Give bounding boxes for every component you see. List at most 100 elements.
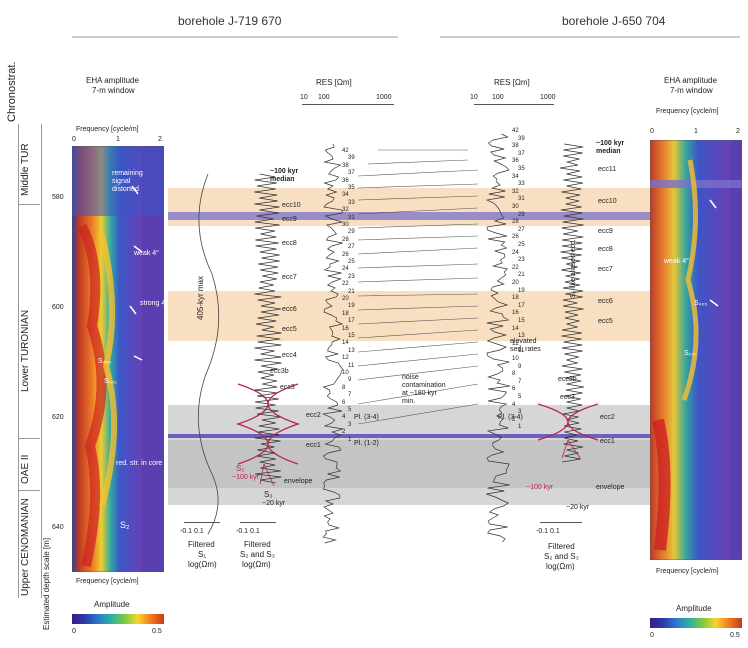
eha-left-freq-top: Frequency [cycle/m]	[76, 126, 139, 133]
depth-tick-580: 580	[52, 194, 64, 201]
cycle-number: 35	[518, 166, 525, 172]
purple-band-bottom	[168, 434, 650, 438]
amplitude-left-label: Amplitude	[94, 600, 130, 609]
chronostrat-divider	[18, 438, 40, 439]
res-right-title: RES [Ωm]	[494, 78, 530, 87]
eha-left-note-s405: S₄₀₅	[98, 358, 112, 365]
cycle-number: 6	[342, 399, 346, 406]
label-right-ecc2: ecc2	[600, 414, 615, 421]
cycle-number: 10	[512, 356, 519, 362]
cycle-number: 12	[342, 355, 349, 362]
cycle-number: 35	[348, 185, 355, 191]
label-right-ecc10: ecc10	[598, 198, 617, 205]
eha-left-tick-2: 2	[158, 136, 162, 143]
cycle-number: 20	[342, 296, 349, 302]
eha-left-spectrogram	[72, 146, 164, 572]
cycle-number: 6	[512, 386, 516, 393]
log-curves	[197, 133, 599, 544]
cycle-number: 5	[348, 407, 352, 413]
eha-left-tick-1: 1	[116, 136, 120, 143]
cycle-number: 28	[512, 219, 519, 226]
cycle-number: 32	[342, 207, 349, 214]
res-right-tick-1000: 1000	[540, 94, 556, 101]
eha-left-title: EHA amplitude	[86, 76, 139, 85]
label-left-ecc8: ecc8	[282, 240, 297, 247]
res-left-tick-10: 10	[300, 94, 308, 101]
depth-axis-label: Estimated depth scale [m]	[42, 537, 51, 630]
depth-tick-640: 640	[52, 524, 64, 531]
scale-left-1-text: -0.1 0.1	[180, 528, 204, 535]
cycle-number: 26	[342, 251, 349, 258]
cycle-number: 33	[518, 181, 525, 188]
filtered-left-1b: S₁	[198, 550, 207, 559]
purple-band-top	[168, 212, 650, 220]
amplitude-left-min: 0	[72, 628, 76, 635]
res-right-tick-10: 10	[470, 94, 478, 101]
label-left-s3: S₃	[264, 490, 273, 499]
cycle-number: 27	[348, 244, 355, 251]
cycle-number: 42	[512, 128, 519, 134]
cycle-number: 32	[512, 188, 519, 195]
cycle-number: 29	[348, 229, 355, 236]
cycle-number: 24	[512, 249, 519, 256]
cycle-number: 9	[518, 363, 522, 370]
cycle-number: 25	[348, 259, 355, 265]
label-right-alias: S₂ like aliased ecc.	[570, 239, 577, 298]
cycle-number: 11	[518, 348, 525, 355]
cycle-number: 19	[348, 303, 355, 310]
cycle-number: 18	[512, 295, 519, 302]
res-left-axis	[302, 104, 394, 105]
chronostrat-title: Chronostrat.	[6, 61, 18, 122]
cycle-number: 1	[518, 424, 522, 431]
cycle-number: 39	[518, 135, 525, 142]
cycle-number: 19	[518, 287, 525, 294]
chronostrat-divider	[18, 204, 40, 205]
header-left-borehole: borehole J-719 670	[178, 14, 282, 28]
cycle-number: 37	[348, 170, 355, 177]
cycle-number: 15	[518, 318, 525, 324]
amplitude-right-min: 0	[650, 632, 654, 639]
amplitude-right-max: 0.5	[730, 632, 740, 639]
cycle-number: 17	[348, 318, 355, 325]
scale-right-text: -0.1 0.1	[536, 528, 560, 535]
cycle-number: 8	[512, 371, 516, 378]
label-left-ecc5: ecc5	[282, 326, 297, 333]
cycle-number: 5	[518, 394, 522, 400]
label-left-ecc9: ecc9	[282, 216, 297, 223]
filtered-right-c: log(Ωm)	[546, 562, 575, 571]
label-left-ecc3b: ecc3b	[270, 368, 289, 375]
eha-right-tick-0: 0	[650, 128, 654, 135]
eha-left-note-s2: S₂	[120, 520, 130, 530]
cycle-number: 17	[518, 302, 525, 309]
cycle-number: 3	[348, 421, 352, 428]
label-right-ecc11: ecc11	[598, 166, 617, 173]
eha-right-tick-1: 1	[694, 128, 698, 135]
label-right-envelope: envelope	[596, 484, 625, 491]
amplitude-right-label: Amplitude	[676, 604, 712, 613]
amplitude-right-colorbar	[650, 618, 742, 628]
label-right-ecc5: ecc5	[598, 318, 613, 325]
eha-left-note-weak: weak 4°	[134, 250, 159, 257]
cycle-number: 30	[342, 222, 349, 228]
label-pl-34-left: Pl. (3-4)	[354, 414, 379, 421]
eha-right-subtitle: 7-m window	[670, 86, 713, 95]
cycle-number: 21	[518, 272, 525, 279]
label-right-ecc7: ecc7	[598, 266, 613, 273]
label-right-median: ~100 kyr median	[596, 140, 625, 155]
cycle-number: 16	[512, 310, 519, 317]
cycle-number: 13	[348, 347, 355, 354]
cycle-number: 9	[348, 377, 352, 384]
cycle-number: 28	[342, 236, 349, 243]
eha-right-note-weak: weak 4°	[664, 258, 689, 265]
eha-left-note-red-str: red. str. in core	[116, 460, 163, 467]
cycle-number: 22	[342, 281, 349, 288]
scale-right	[540, 522, 582, 523]
cycle-number: 22	[512, 264, 519, 271]
chronostrat-unit-oae2: OAE II	[20, 454, 31, 484]
label-right-ecc3: ecc3	[560, 394, 575, 401]
cycle-number: 24	[342, 266, 349, 273]
cycle-number: 38	[342, 162, 349, 169]
label-right-ecc3b: ecc3b	[558, 376, 577, 383]
grey-band-dark	[168, 440, 650, 488]
eha-right-freq-top: Frequency [cycle/m]	[656, 108, 719, 115]
